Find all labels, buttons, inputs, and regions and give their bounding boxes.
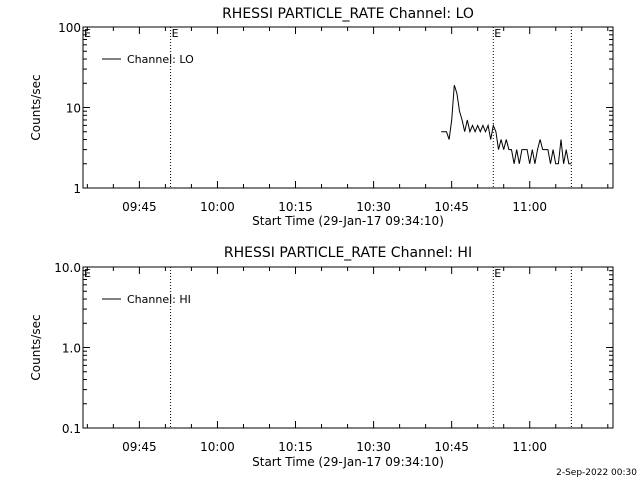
x-tick-label: 10:30 [356,440,391,454]
edge-marker-label: E [84,267,91,280]
x-tick-label: 10:15 [278,440,313,454]
legend-entry: Channel: HI [127,293,191,306]
chart-title: RHESSI PARTICLE_RATE Channel: LO [222,6,474,22]
chart-title: RHESSI PARTICLE_RATE Channel: HI [224,245,472,261]
legend-entry: Channel: LO [127,53,194,66]
x-tick-label: 10:00 [200,200,235,214]
y-tick-label: 1.0 [62,342,81,356]
panel-lo: RHESSI PARTICLE_RATE Channel: LO 1 10 100 Co… [29,6,614,228]
y-axis-label: Counts/sec [29,74,43,140]
x-tick-label: 10:00 [200,440,235,454]
footer-timestamp: 2-Sep-2022 00:30 [556,468,637,478]
x-tick-label: 10:45 [434,200,469,214]
x-tick-label: 10:30 [356,200,391,214]
y-tick-label: 1 [73,182,81,196]
x-axis-label: Start Time (29-Jan-17 09:34:10) [252,214,444,228]
y-axis-label: Counts/sec [29,314,43,380]
panel-hi: RHESSI PARTICLE_RATE Channel: HI 0.1 1.0 10… [29,245,614,469]
time-marker-label: E [172,27,179,40]
y-tick-label: 10.0 [54,261,81,275]
y-tick-label: 100 [58,21,81,35]
x-tick-label: 11:00 [512,440,547,454]
x-axis-label: Start Time (29-Jan-17 09:34:10) [252,455,444,469]
series-line [441,84,572,165]
y-tick-label: 0.1 [62,422,81,436]
x-tick-label: 09:45 [122,440,157,454]
time-marker-label: E [494,267,501,280]
edge-marker-label: E [84,27,91,40]
y-tick-label: 10 [66,102,81,116]
x-tick-label: 11:00 [512,200,547,214]
time-marker-label: E [494,27,501,40]
x-tick-label: 10:45 [434,440,469,454]
x-tick-label: 10:15 [278,200,313,214]
x-tick-label: 09:45 [122,200,157,214]
